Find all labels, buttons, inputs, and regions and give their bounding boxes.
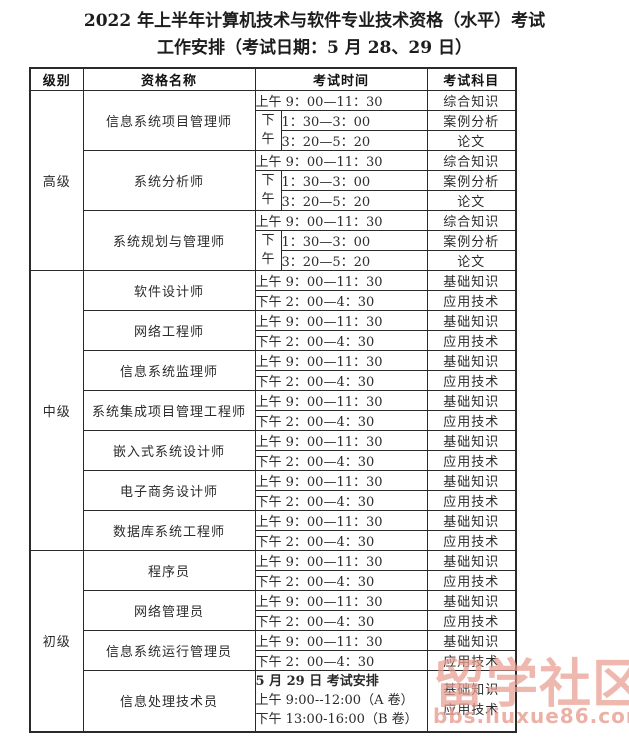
qualification-name: 系统规划与管理师 — [82, 209, 256, 271]
exam-time: 上午 9：00—11：30 — [254, 309, 428, 331]
exam-subject: 基础知识 — [426, 469, 517, 491]
exam-subject: 基础知识 — [426, 309, 517, 331]
exam-subject-line: 应用技术 — [443, 702, 500, 718]
exam-subject: 综合知识 — [426, 209, 517, 231]
exam-subject-line: 基础知识 — [443, 682, 500, 698]
afternoon-label: 下午 — [254, 169, 282, 211]
exam-subject: 基础知识 — [426, 589, 517, 611]
header-time: 考试时间 — [254, 67, 428, 91]
exam-time: 1：30—3：00 — [280, 109, 428, 131]
special-schedule-afternoon: 下午 13:00-16:00（B 卷） — [255, 712, 418, 728]
exam-time: 下午 2：00—4：30 — [254, 329, 428, 351]
qualification-name: 系统集成项目管理工程师 — [82, 389, 256, 431]
special-schedule-morning: 上午 9:00--12:00（A 卷） — [255, 693, 414, 709]
page-title-line2: 工作安排（考试日期：5 月 28、29 日） — [157, 38, 472, 58]
exam-time: 上午 9：00—11：30 — [254, 209, 428, 231]
afternoon-label: 下午 — [254, 229, 282, 271]
qualification-name: 信息处理技术员 — [82, 669, 256, 733]
exam-subject: 案例分析 — [426, 229, 517, 251]
exam-time: 上午 9：00—11：30 — [254, 349, 428, 371]
exam-time: 1：30—3：00 — [280, 169, 428, 191]
exam-subject: 基础知识 应用技术 — [426, 669, 517, 733]
exam-subject: 基础知识 — [426, 429, 517, 451]
header-level: 级别 — [29, 67, 84, 91]
exam-time: 上午 9：00—11：30 — [254, 389, 428, 411]
exam-time: 3：20—5：20 — [280, 249, 428, 271]
level-cell-junior: 初级 — [29, 549, 84, 733]
exam-time: 下午 2：00—4：30 — [254, 609, 428, 631]
exam-subject: 应用技术 — [426, 649, 517, 671]
exam-subject: 基础知识 — [426, 629, 517, 651]
exam-subject: 应用技术 — [426, 529, 517, 551]
exam-subject: 应用技术 — [426, 409, 517, 431]
exam-subject: 基础知识 — [426, 349, 517, 371]
exam-time: 下午 2：00—4：30 — [254, 569, 428, 591]
qualification-name: 数据库系统工程师 — [82, 509, 256, 551]
header-qualification: 资格名称 — [82, 67, 256, 91]
exam-subject: 案例分析 — [426, 169, 517, 191]
exam-schedule-table: 级别 资格名称 考试时间 考试科目 高级 信息系统项目管理师 上午 9：00—1… — [29, 67, 518, 733]
qualification-name: 信息系统监理师 — [82, 349, 256, 391]
qualification-name: 信息系统项目管理师 — [82, 89, 256, 151]
exam-time: 上午 9：00—11：30 — [254, 469, 428, 491]
exam-subject: 论文 — [426, 129, 517, 151]
qualification-name: 网络管理员 — [82, 589, 256, 631]
exam-time: 上午 9：00—11：30 — [254, 269, 428, 291]
qualification-name: 网络工程师 — [82, 309, 256, 351]
exam-subject: 应用技术 — [426, 329, 517, 351]
qualification-name: 电子商务设计师 — [82, 469, 256, 511]
exam-subject: 综合知识 — [426, 149, 517, 171]
special-schedule-title: 5 月 29 日 考试安排 — [255, 674, 379, 690]
exam-subject: 基础知识 — [426, 269, 517, 291]
exam-subject: 应用技术 — [426, 489, 517, 511]
exam-time: 下午 2：00—4：30 — [254, 449, 428, 471]
exam-time: 3：20—5：20 — [280, 129, 428, 151]
exam-subject: 论文 — [426, 249, 517, 271]
level-cell-senior: 高级 — [29, 89, 84, 271]
exam-time: 下午 2：00—4：30 — [254, 369, 428, 391]
exam-time: 1：30—3：00 — [280, 229, 428, 251]
exam-time: 3：20—5：20 — [280, 189, 428, 211]
exam-subject: 应用技术 — [426, 569, 517, 591]
qualification-name: 信息系统运行管理员 — [82, 629, 256, 671]
page-title-line1: 2022 年上半年计算机技术与软件专业技术资格（水平）考试 — [83, 11, 546, 31]
exam-time: 上午 9：00—11：30 — [254, 509, 428, 531]
qualification-name: 嵌入式系统设计师 — [82, 429, 256, 471]
exam-time-special: 5 月 29 日 考试安排 上午 9:00--12:00（A 卷） 下午 13:… — [254, 669, 428, 733]
exam-subject: 应用技术 — [426, 609, 517, 631]
exam-time: 下午 2：00—4：30 — [254, 489, 428, 511]
exam-time: 上午 9：00—11：30 — [254, 549, 428, 571]
exam-time: 上午 9：00—11：30 — [254, 89, 428, 111]
exam-time: 下午 2：00—4：30 — [254, 289, 428, 311]
exam-subject: 基础知识 — [426, 389, 517, 411]
exam-time: 上午 9：00—11：30 — [254, 629, 428, 651]
afternoon-label: 下午 — [254, 109, 282, 151]
header-subject: 考试科目 — [426, 67, 517, 91]
exam-time: 上午 9：00—11：30 — [254, 429, 428, 451]
exam-time: 下午 2：00—4：30 — [254, 649, 428, 671]
exam-subject: 综合知识 — [426, 89, 517, 111]
exam-time: 下午 2：00—4：30 — [254, 529, 428, 551]
exam-subject: 基础知识 — [426, 549, 517, 571]
exam-subject: 应用技术 — [426, 289, 517, 311]
exam-subject: 案例分析 — [426, 109, 517, 131]
exam-subject: 应用技术 — [426, 369, 517, 391]
exam-time: 上午 9：00—11：30 — [254, 149, 428, 171]
exam-subject: 应用技术 — [426, 449, 517, 471]
exam-subject: 论文 — [426, 189, 517, 211]
exam-time: 下午 2：00—4：30 — [254, 409, 428, 431]
qualification-name: 系统分析师 — [82, 149, 256, 211]
exam-time: 上午 9：00—11：30 — [254, 589, 428, 611]
qualification-name: 软件设计师 — [82, 269, 256, 311]
exam-subject: 基础知识 — [426, 509, 517, 531]
level-cell-intermediate: 中级 — [29, 269, 84, 551]
qualification-name: 程序员 — [82, 549, 256, 591]
